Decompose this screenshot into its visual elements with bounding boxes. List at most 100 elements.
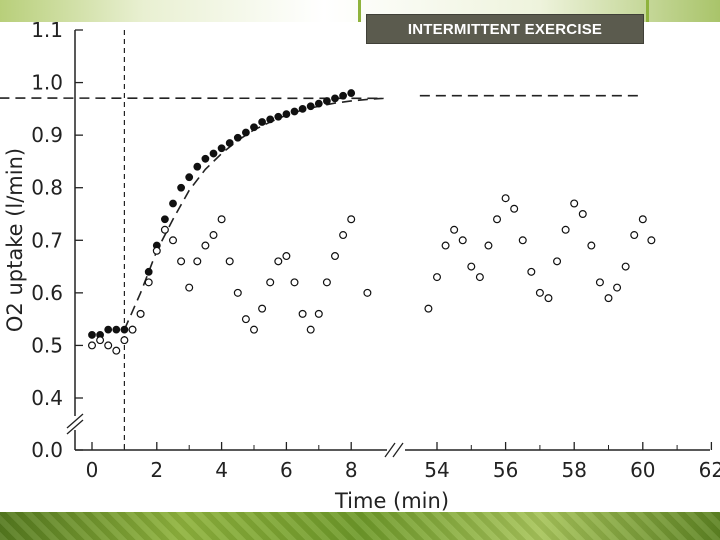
y-tick-label: 0.8 (31, 176, 63, 200)
continuous-exercise-point (233, 133, 242, 142)
continuous-exercise-point (298, 104, 307, 113)
continuous-exercise-point (290, 107, 299, 116)
slide-title: INTERMITTENT EXERCISE (366, 14, 644, 44)
intermittent-exercise-point (225, 257, 234, 266)
continuous-exercise-point (88, 331, 96, 339)
intermittent-exercise-point (493, 215, 502, 224)
intermittent-exercise-point (306, 325, 315, 334)
intermittent-exercise-point (331, 252, 340, 261)
continuous-exercise-point (120, 325, 129, 334)
intermittent-exercise-point (450, 225, 459, 234)
intermittent-exercise-point (193, 257, 202, 266)
y-tick-label: 1.0 (31, 71, 63, 95)
intermittent-exercise-point (424, 304, 433, 313)
intermittent-exercise-point (501, 194, 510, 203)
continuous-exercise-point (193, 162, 202, 171)
continuous-exercise-point (331, 94, 339, 103)
intermittent-exercise-point (96, 336, 105, 345)
continuous-exercise-point (258, 118, 267, 126)
intermittent-exercise-point (233, 288, 242, 297)
y-tick-label: 0.9 (31, 123, 63, 147)
continuous-exercise-point (177, 183, 186, 192)
intermittent-exercise-point (241, 315, 250, 324)
y-tick-label: 0.4 (31, 386, 63, 410)
intermittent-exercise-point (185, 283, 194, 292)
intermittent-exercise-point (595, 278, 604, 287)
y-tick-label: 1.1 (31, 18, 63, 42)
intermittent-exercise-point (484, 241, 493, 250)
intermittent-exercise-point (363, 288, 372, 297)
intermittent-exercise-point (475, 273, 484, 282)
continuous-exercise-point (112, 325, 121, 334)
y-axis-break-mark (66, 413, 84, 429)
intermittent-exercise-point (604, 294, 613, 303)
intermittent-exercise-point (630, 231, 639, 240)
intermittent-exercise-point (544, 294, 553, 303)
continuous-exercise-point (339, 91, 348, 100)
intermittent-exercise-point (647, 236, 656, 245)
continuous-exercise-point (201, 154, 210, 163)
intermittent-exercise-point (561, 225, 570, 234)
bottom-decor-band (0, 512, 720, 540)
x-tick-label: 8 (345, 458, 358, 482)
x-tick-label: 60 (630, 458, 655, 482)
intermittent-exercise-point (209, 231, 218, 240)
intermittent-exercise-point (120, 336, 129, 345)
continuous-exercise-point (217, 144, 226, 153)
continuous-exercise-point (242, 128, 250, 137)
y-tick-label: 0.6 (31, 281, 63, 305)
intermittent-exercise-point (347, 215, 356, 224)
y-axis-break-mark (66, 419, 84, 435)
x-tick-label: 54 (424, 458, 449, 482)
continuous-exercise-point (161, 215, 169, 224)
x-tick-label: 58 (561, 458, 586, 482)
intermittent-exercise-point (298, 309, 307, 318)
continuous-exercise-point (266, 115, 275, 124)
intermittent-exercise-point (621, 262, 630, 271)
intermittent-exercise-point (570, 199, 579, 208)
intermittent-exercise-point (433, 273, 442, 282)
intermittent-exercise-point (104, 341, 113, 350)
x-tick-label: 62 (699, 458, 720, 482)
intermittent-exercise-point (314, 309, 323, 318)
y-tick-label: 0.5 (31, 333, 63, 357)
continuous-exercise-point (347, 89, 356, 97)
continuous-exercise-point (144, 267, 153, 276)
continuous-exercise-point (225, 139, 234, 147)
continuous-exercise-point (185, 173, 194, 182)
intermittent-exercise-point (527, 267, 536, 276)
intermittent-exercise-point (112, 346, 121, 355)
intermittent-exercise-point (217, 215, 226, 224)
intermittent-exercise-point (578, 210, 587, 219)
intermittent-exercise-point (152, 246, 161, 255)
intermittent-exercise-point (535, 288, 544, 297)
intermittent-exercise-point (467, 262, 476, 271)
intermittent-exercise-point (87, 341, 96, 350)
intermittent-exercise-point (458, 236, 467, 245)
intermittent-exercise-point (274, 257, 283, 266)
x-tick-label: 4 (215, 458, 228, 482)
intermittent-exercise-point (282, 252, 291, 261)
intermittent-exercise-point (441, 241, 450, 250)
y-axis-break-gap (69, 416, 81, 430)
x-tick-label: 0 (86, 458, 99, 482)
intermittent-exercise-point (638, 215, 647, 224)
intermittent-exercise-point (613, 283, 622, 292)
intermittent-exercise-point (250, 325, 259, 334)
intermittent-exercise-point (169, 236, 178, 245)
intermittent-exercise-point (510, 204, 519, 213)
continuous-exercise-point (282, 110, 291, 119)
x-tick-label: 2 (150, 458, 163, 482)
y-tick-label: 0.7 (31, 228, 63, 252)
y-tick-label: 0.0 (31, 438, 63, 462)
decor-line (358, 0, 361, 22)
continuous-exercise-point (323, 97, 331, 105)
decor-line (646, 0, 649, 22)
x-axis-break-mark (384, 442, 396, 458)
intermittent-exercise-point (290, 278, 299, 287)
decor-texture (0, 512, 720, 540)
continuous-exercise-point (250, 123, 258, 132)
continuous-exercise-point (306, 102, 315, 111)
intermittent-exercise-point (258, 304, 267, 313)
